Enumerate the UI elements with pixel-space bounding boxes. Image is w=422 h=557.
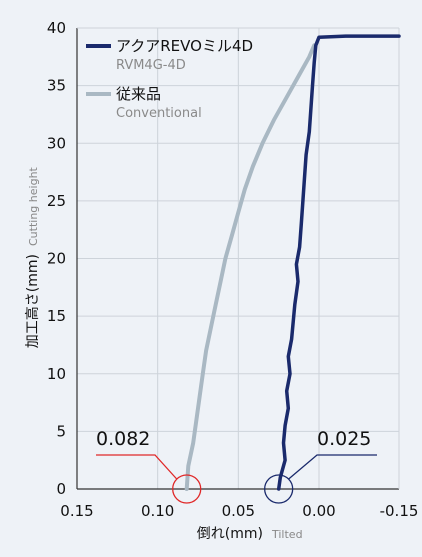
y-tick-label: 40: [47, 19, 66, 37]
axes: [76, 27, 400, 490]
y-tick-label: 30: [47, 134, 66, 152]
y-tick-label: 25: [47, 192, 66, 210]
y-axis-subtitle: Cutting height: [27, 166, 40, 246]
x-axis-title: 倒れ(mm): [197, 526, 263, 542]
annotation-circle: [264, 474, 294, 504]
tick-labels: 0 5 10 15 20 25 30 35 40 0.15 0.10 0.05 0.00 -0.15: [47, 19, 419, 520]
x-tick-label: 0.05: [222, 502, 255, 520]
x-axis-label: 倒れ(mm) Tilted: [197, 526, 303, 542]
y-axis-title: 加工高さ(mm): [24, 254, 41, 348]
y-tick-label: 15: [47, 307, 66, 325]
series-group: [184, 34, 401, 491]
legend-sublabel: Conventional: [116, 106, 202, 121]
annotation-label: 0.082: [96, 428, 150, 450]
y-axis-label: 加工高さ(mm) Cutting height: [24, 166, 41, 348]
annotation-circle: [172, 474, 202, 504]
x-tick-label: 0.00: [302, 502, 335, 520]
series-aquarevo-line: [276, 34, 401, 491]
legend-item-conventional: 従来品 Conventional: [86, 85, 202, 121]
legend-item-aquarevo: アクアREVOミル4D RVM4G-4D: [86, 37, 253, 73]
annotation-label: 0.025: [317, 428, 371, 450]
x-tick-label: -0.15: [380, 502, 419, 520]
y-tick-label: 0: [56, 480, 66, 498]
x-tick-label: 0.10: [141, 502, 174, 520]
x-tick-label: 0.15: [60, 502, 93, 520]
legend-label: 従来品: [116, 85, 161, 103]
y-tick-label: 35: [47, 77, 66, 95]
x-axis-subtitle: Tilted: [271, 528, 303, 541]
annotation-group: 0.082 0.025: [96, 428, 377, 504]
legend-sublabel: RVM4G-4D: [116, 58, 186, 73]
annotation-leader: [288, 454, 377, 480]
annotation-leader: [96, 454, 178, 480]
y-tick-label: 10: [47, 365, 66, 383]
y-tick-label: 5: [56, 422, 66, 440]
legend: アクアREVOミル4D RVM4G-4D 従来品 Conventional: [86, 37, 253, 121]
series-conventional-line: [184, 43, 317, 491]
legend-label: アクアREVOミル4D: [116, 37, 253, 55]
y-tick-label: 20: [47, 250, 66, 268]
